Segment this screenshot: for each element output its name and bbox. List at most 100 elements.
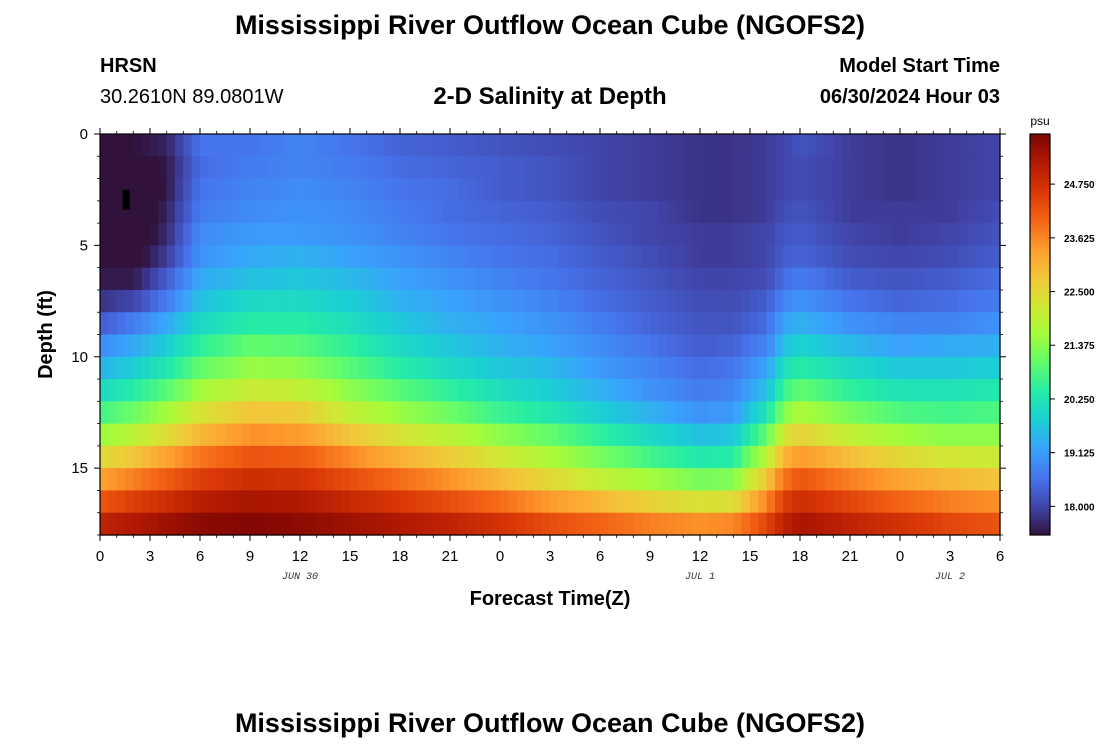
heatmap-cell: [441, 468, 451, 492]
heatmap-cell: [516, 223, 526, 246]
heatmap-cell: [616, 468, 626, 492]
heatmap-cell: [716, 245, 726, 269]
heatmap-cell: [525, 289, 534, 313]
heatmap-cell: [258, 334, 268, 358]
heatmap-cell: [641, 245, 651, 269]
heatmap-cell: [808, 401, 818, 425]
heatmap-cell: [466, 223, 476, 246]
heatmap-cell: [816, 334, 826, 358]
heatmap-cell: [891, 267, 901, 291]
heatmap-cell: [958, 267, 968, 291]
heatmap-cell: [658, 245, 668, 269]
heatmap-cell: [291, 223, 301, 246]
heatmap-cell: [766, 134, 776, 157]
heatmap-cell: [166, 423, 176, 447]
heatmap-cell: [325, 200, 334, 224]
heatmap-cell: [100, 289, 109, 313]
heatmap-cell: [508, 401, 518, 425]
heatmap-cell: [325, 223, 334, 246]
heatmap-cell: [591, 356, 601, 380]
heatmap-cell: [716, 223, 726, 246]
heatmap-cell: [950, 289, 959, 313]
heatmap-cell: [483, 245, 493, 269]
heatmap-cell: [616, 401, 626, 425]
heatmap-cell: [933, 267, 943, 291]
x-tick-label: 15: [342, 548, 359, 565]
heatmap-cell: [758, 267, 768, 291]
heatmap-cell: [875, 134, 884, 157]
heatmap-cell: [250, 445, 259, 469]
heatmap-cell: [808, 200, 818, 224]
heatmap-cell: [291, 512, 301, 536]
heatmap-cell: [408, 423, 418, 447]
heatmap-cell: [291, 445, 301, 469]
heatmap-cell: [666, 379, 676, 402]
heatmap-cell: [791, 356, 801, 380]
heatmap-cell: [966, 312, 976, 336]
heatmap-cell: [875, 178, 884, 202]
heatmap-cell: [750, 178, 759, 202]
heatmap-cell: [833, 178, 843, 202]
heatmap-cell: [383, 401, 393, 425]
heatmap-cell: [233, 379, 243, 402]
heatmap-cell: [925, 289, 934, 313]
heatmap-cell: [358, 334, 368, 358]
heatmap-cell: [133, 401, 143, 425]
heatmap-cell: [916, 423, 926, 447]
heatmap-cell: [708, 379, 718, 402]
heatmap-cell: [466, 512, 476, 536]
heatmap-cell: [875, 445, 884, 469]
heatmap-cell: [183, 445, 193, 469]
heatmap-cell: [800, 245, 809, 269]
heatmap-cell: [925, 245, 934, 269]
heatmap-cell: [408, 468, 418, 492]
heatmap-cell: [133, 245, 143, 269]
heatmap-cell: [400, 401, 409, 425]
heatmap-cell: [291, 490, 301, 514]
heatmap-cell: [358, 156, 368, 180]
heatmap-cell: [216, 512, 226, 536]
heatmap-cell: [725, 445, 734, 469]
heatmap-cell: [908, 223, 918, 246]
heatmap-cell: [850, 312, 859, 336]
heatmap-cell: [491, 512, 501, 536]
heatmap-cell: [725, 200, 734, 224]
heatmap-cell: [383, 423, 393, 447]
heatmap-cell: [966, 445, 976, 469]
y-tick-label: 0: [80, 126, 88, 143]
heatmap-cell: [941, 490, 951, 514]
heatmap-cell: [325, 490, 334, 514]
heatmap-cell: [441, 267, 451, 291]
heatmap-cell: [758, 134, 768, 157]
heatmap-cell: [833, 356, 843, 380]
heatmap-cell: [300, 156, 309, 180]
heatmap-cell: [416, 289, 426, 313]
heatmap-cell: [758, 379, 768, 402]
heatmap-cell: [983, 289, 993, 313]
heatmap-cell: [333, 156, 343, 180]
heatmap-cell: [175, 512, 184, 536]
heatmap-cell: [533, 423, 543, 447]
heatmap-cell: [200, 356, 209, 380]
heatmap-cell: [758, 490, 768, 514]
heatmap-cell: [591, 445, 601, 469]
heatmap-cell: [783, 423, 793, 447]
heatmap-cell: [533, 156, 543, 180]
heatmap-cell: [750, 334, 759, 358]
heatmap-cell: [116, 178, 126, 202]
heatmap-cell: [275, 289, 284, 313]
heatmap-cell: [366, 468, 376, 492]
heatmap-cell: [158, 289, 168, 313]
heatmap-cell: [433, 512, 443, 536]
heatmap-cell: [633, 490, 643, 514]
heatmap-cell: [491, 267, 501, 291]
heatmap-cell: [941, 289, 951, 313]
heatmap-cell: [941, 445, 951, 469]
heatmap-cell: [633, 512, 643, 536]
heatmap-cell: [316, 289, 326, 313]
heatmap-cell: [266, 379, 276, 402]
heatmap-cell: [941, 178, 951, 202]
heatmap-cell: [500, 223, 509, 246]
heatmap-cell: [300, 468, 309, 492]
heatmap-cell: [991, 223, 1001, 246]
